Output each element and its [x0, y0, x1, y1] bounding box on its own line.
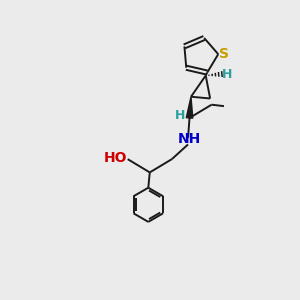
- Text: S: S: [218, 47, 229, 61]
- Text: NH: NH: [177, 132, 201, 146]
- Text: H: H: [222, 68, 232, 81]
- Polygon shape: [186, 97, 193, 118]
- Text: HO: HO: [103, 151, 127, 165]
- Text: H: H: [175, 109, 185, 122]
